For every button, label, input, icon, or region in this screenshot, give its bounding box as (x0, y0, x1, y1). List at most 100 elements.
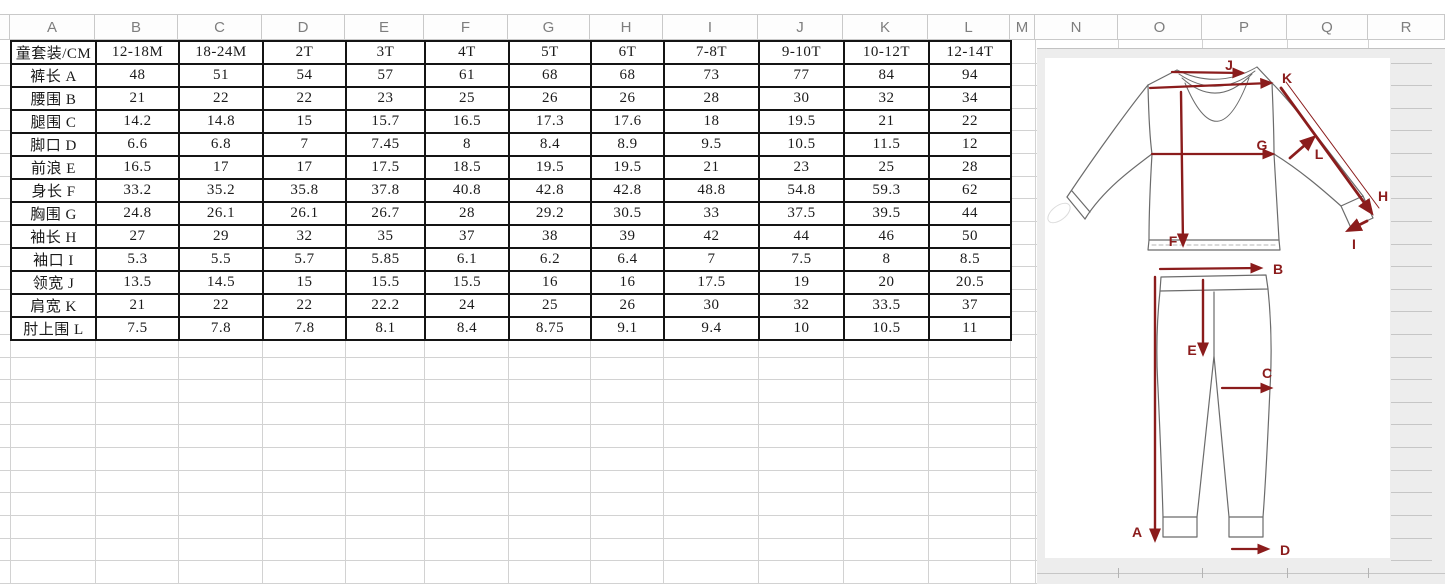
measurement-label-cell[interactable]: 腿围 C (10, 109, 97, 134)
size-header-cell[interactable]: 9-10T (758, 40, 845, 65)
table-cell[interactable]: 54.8 (758, 178, 845, 203)
measurement-label-cell[interactable]: 身长 F (10, 178, 97, 203)
table-cell[interactable]: 84 (843, 63, 930, 88)
table-cell[interactable]: 7.5 (758, 247, 845, 272)
table-cell[interactable]: 12 (928, 132, 1012, 157)
table-cell[interactable]: 8.1 (345, 316, 426, 341)
table-cell[interactable]: 26.1 (178, 201, 264, 226)
table-cell[interactable]: 5.3 (95, 247, 180, 272)
column-header-E[interactable]: E (345, 14, 424, 40)
table-cell[interactable]: 16 (590, 270, 665, 295)
column-header-N[interactable]: N (1035, 14, 1118, 40)
measurement-label-cell[interactable]: 裤长 A (10, 63, 97, 88)
table-cell[interactable]: 8.5 (928, 247, 1012, 272)
table-cell[interactable]: 16.5 (95, 155, 180, 180)
table-cell[interactable]: 21 (95, 293, 180, 318)
table-cell[interactable]: 21 (95, 86, 180, 111)
table-cell[interactable]: 6.4 (590, 247, 665, 272)
table-cell[interactable]: 28 (928, 155, 1012, 180)
table-cell[interactable]: 46 (843, 224, 930, 249)
column-header-B[interactable]: B (95, 14, 178, 40)
column-header-F[interactable]: F (424, 14, 508, 40)
table-cell[interactable]: 8.4 (424, 316, 510, 341)
table-cell[interactable]: 35 (345, 224, 426, 249)
column-header-K[interactable]: K (843, 14, 928, 40)
table-cell[interactable]: 13.5 (95, 270, 180, 295)
table-cell[interactable]: 34 (928, 86, 1012, 111)
table-cell[interactable]: 16.5 (424, 109, 510, 134)
table-cell[interactable]: 22.2 (345, 293, 426, 318)
table-cell[interactable]: 68 (508, 63, 592, 88)
table-cell[interactable]: 11.5 (843, 132, 930, 157)
column-header-A[interactable]: A (10, 14, 95, 40)
table-cell[interactable]: 10.5 (843, 316, 930, 341)
table-cell[interactable]: 23 (345, 86, 426, 111)
table-cell[interactable]: 10 (758, 316, 845, 341)
measurement-label-cell[interactable]: 肩宽 K (10, 293, 97, 318)
table-cell[interactable]: 19.5 (590, 155, 665, 180)
table-cell[interactable]: 57 (345, 63, 426, 88)
table-cell[interactable]: 37.5 (758, 201, 845, 226)
table-cell[interactable]: 21 (843, 109, 930, 134)
table-cell[interactable]: 19.5 (758, 109, 845, 134)
table-cell[interactable]: 29 (178, 224, 264, 249)
column-header-P[interactable]: P (1202, 14, 1287, 40)
table-cell[interactable]: 59.3 (843, 178, 930, 203)
measurement-label-cell[interactable]: 前浪 E (10, 155, 97, 180)
table-cell[interactable]: 33.2 (95, 178, 180, 203)
table-cell[interactable]: 17.5 (663, 270, 760, 295)
table-cell[interactable]: 5.7 (262, 247, 347, 272)
table-cell[interactable]: 7 (262, 132, 347, 157)
table-cell[interactable]: 17.5 (345, 155, 426, 180)
table-cell[interactable]: 25 (424, 86, 510, 111)
table-cell[interactable]: 21 (663, 155, 760, 180)
column-header-H[interactable]: H (590, 14, 663, 40)
table-cell[interactable]: 26 (590, 293, 665, 318)
table-cell[interactable]: 19.5 (508, 155, 592, 180)
table-cell[interactable]: 7.45 (345, 132, 426, 157)
table-cell[interactable]: 24 (424, 293, 510, 318)
table-cell[interactable]: 39.5 (843, 201, 930, 226)
table-cell[interactable]: 22 (178, 86, 264, 111)
table-cell[interactable]: 26 (508, 86, 592, 111)
table-cell[interactable]: 15.7 (345, 109, 426, 134)
table-cell[interactable]: 28 (424, 201, 510, 226)
table-cell[interactable]: 16 (508, 270, 592, 295)
size-header-cell[interactable]: 12-14T (928, 40, 1012, 65)
table-cell[interactable]: 18.5 (424, 155, 510, 180)
table-cell[interactable]: 54 (262, 63, 347, 88)
table-cell[interactable]: 5.5 (178, 247, 264, 272)
table-cell[interactable]: 22 (262, 293, 347, 318)
table-cell[interactable]: 37 (928, 293, 1012, 318)
column-header-I[interactable]: I (663, 14, 758, 40)
table-cell[interactable]: 44 (758, 224, 845, 249)
table-cell[interactable]: 14.5 (178, 270, 264, 295)
table-cell[interactable]: 27 (95, 224, 180, 249)
table-cell[interactable]: 6.1 (424, 247, 510, 272)
table-cell[interactable]: 11 (928, 316, 1012, 341)
table-cell[interactable]: 62 (928, 178, 1012, 203)
table-cell[interactable]: 6.2 (508, 247, 592, 272)
table-cell[interactable]: 8.75 (508, 316, 592, 341)
measurement-label-cell[interactable]: 袖长 H (10, 224, 97, 249)
size-header-cell[interactable]: 2T (262, 40, 347, 65)
table-cell[interactable]: 15 (262, 270, 347, 295)
table-cell[interactable]: 23 (758, 155, 845, 180)
measurement-label-cell[interactable]: 腰围 B (10, 86, 97, 111)
size-header-cell[interactable]: 12-18M (95, 40, 180, 65)
table-cell[interactable]: 33.5 (843, 293, 930, 318)
table-cell[interactable]: 42.8 (590, 178, 665, 203)
table-cell[interactable]: 22 (178, 293, 264, 318)
table-cell[interactable]: 8 (843, 247, 930, 272)
table-cell[interactable]: 33 (663, 201, 760, 226)
table-cell[interactable]: 28 (663, 86, 760, 111)
table-cell[interactable]: 73 (663, 63, 760, 88)
table-cell[interactable]: 22 (262, 86, 347, 111)
table-cell[interactable]: 15.5 (345, 270, 426, 295)
table-cell[interactable]: 17 (262, 155, 347, 180)
table-cell[interactable]: 17.3 (508, 109, 592, 134)
table-cell[interactable]: 32 (262, 224, 347, 249)
size-header-cell[interactable]: 5T (508, 40, 592, 65)
table-cell[interactable]: 25 (843, 155, 930, 180)
table-cell[interactable]: 26.1 (262, 201, 347, 226)
